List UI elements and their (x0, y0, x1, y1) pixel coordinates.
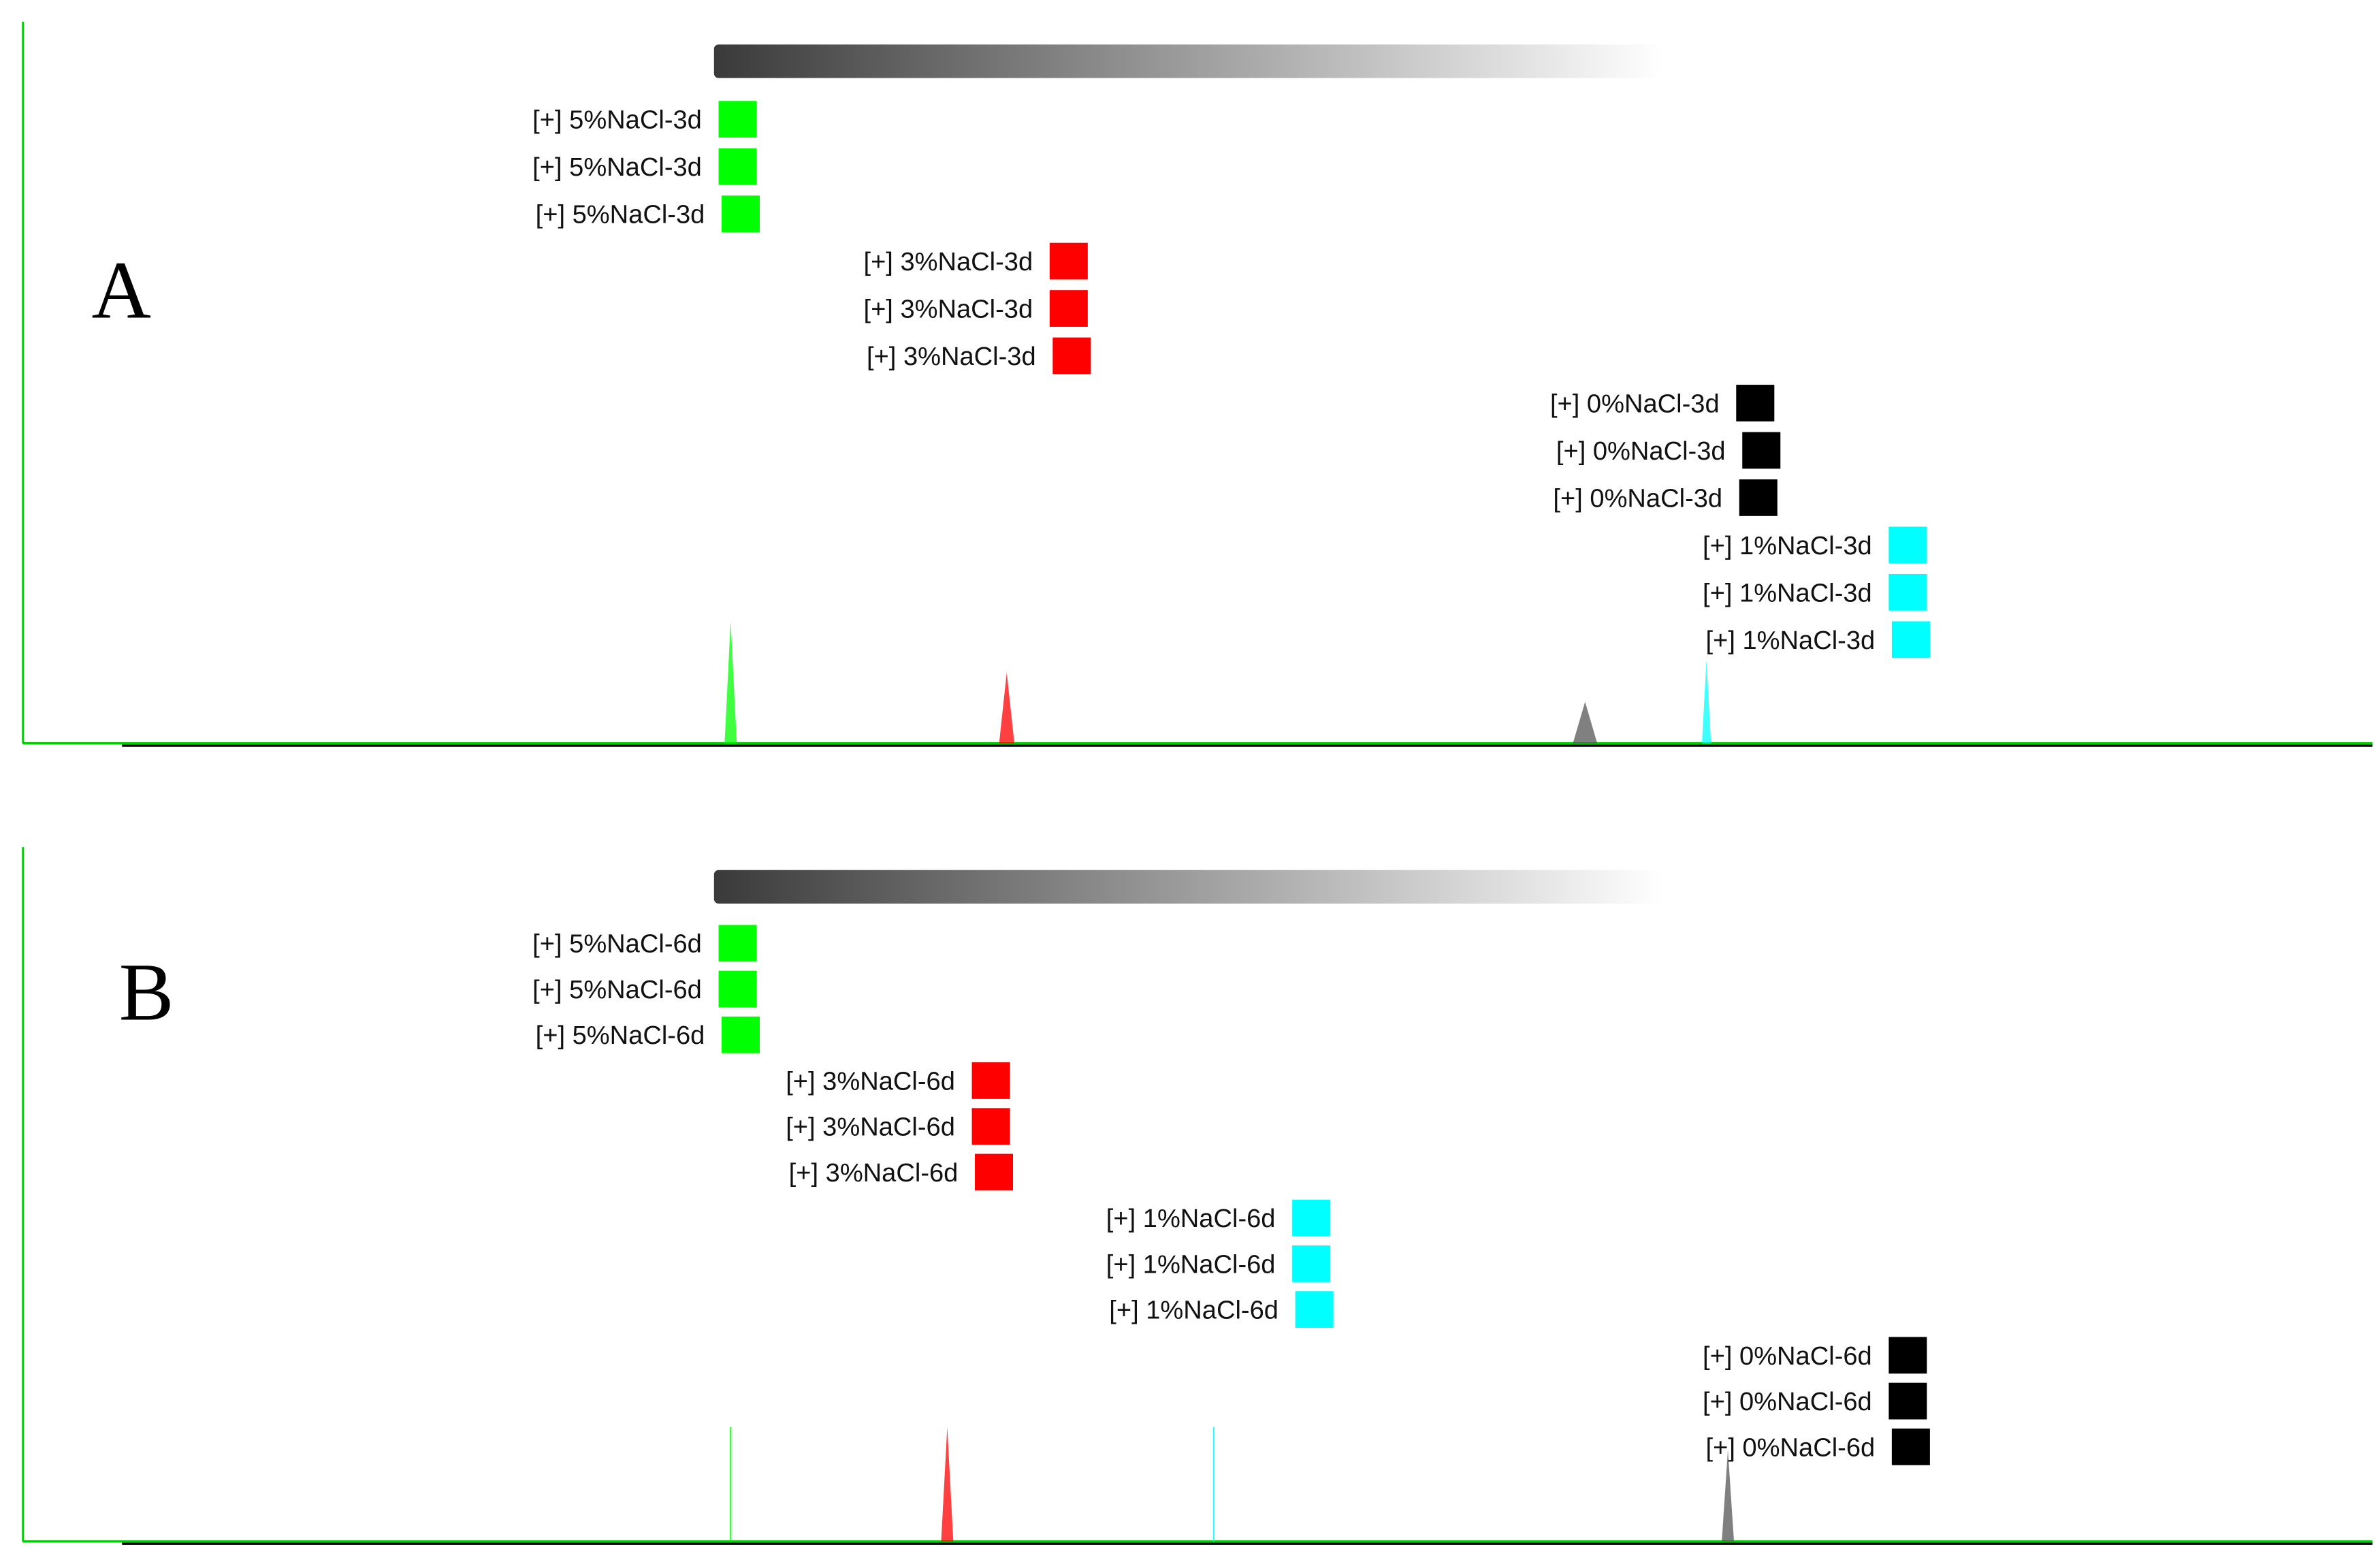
legend-swatch (722, 195, 760, 232)
legend-swatch (1888, 1337, 1927, 1374)
legend-label: [+] 0%NaCl-6d (1703, 1342, 1872, 1371)
legend-label: [+] 1%NaCl-3d (1703, 579, 1872, 607)
legend-swatch (1736, 385, 1775, 421)
legend-swatch (1049, 290, 1088, 327)
panel-label-b: B (119, 946, 174, 1038)
legend-swatch (1891, 1428, 1930, 1465)
legend-swatch (722, 1016, 760, 1053)
legend-swatch (1742, 432, 1781, 469)
legend-label: [+] 5%NaCl-3d (536, 201, 705, 229)
legend-swatch (1888, 1382, 1927, 1420)
legend-swatch (1049, 242, 1088, 280)
peak (724, 621, 737, 744)
legend-swatch (1052, 337, 1091, 375)
gradient-bar (713, 44, 1663, 78)
legend-label: [+] 5%NaCl-3d (532, 153, 702, 182)
legend-label: [+] 0%NaCl-3d (1550, 389, 1720, 418)
legend-label: [+] 3%NaCl-6d (789, 1159, 959, 1188)
peak (941, 1427, 954, 1542)
legend-label: [+] 3%NaCl-6d (786, 1113, 955, 1142)
legend-label: [+] 5%NaCl-6d (532, 976, 702, 1004)
legend-label: [+] 0%NaCl-6d (1703, 1388, 1872, 1416)
legend-label: [+] 3%NaCl-3d (863, 248, 1033, 276)
legend-swatch (718, 925, 757, 962)
legend-swatch (718, 101, 757, 138)
legend-swatch (1292, 1245, 1331, 1282)
legend-label: [+] 1%NaCl-6d (1109, 1296, 1279, 1325)
peak (1573, 701, 1598, 744)
legend-swatch (971, 1108, 1010, 1145)
legend-label: [+] 3%NaCl-6d (786, 1067, 955, 1096)
legend-label: [+] 1%NaCl-6d (1106, 1250, 1276, 1279)
peak (1701, 660, 1711, 744)
panel-b: B [+] 5%NaCl-6d [+] 5%NaCl-6d [+] 5%NaCl-6… (22, 847, 2373, 1545)
legend-label: [+] 0%NaCl-3d (1556, 437, 1726, 466)
panel-a: A [+] 5%NaCl-3d [+] 5%NaCl-3d [+] 5%NaCl-3… (22, 21, 2373, 747)
legend-swatch (975, 1153, 1014, 1191)
legend-label: [+] 5%NaCl-3d (532, 106, 702, 135)
legend-label: [+] 3%NaCl-3d (863, 295, 1033, 323)
legend-label: [+] 1%NaCl-6d (1106, 1205, 1276, 1233)
legend-swatch (1295, 1291, 1334, 1328)
legend-swatch (1888, 526, 1927, 564)
legend-swatch (1739, 479, 1778, 516)
legend-label: [+] 1%NaCl-3d (1703, 532, 1872, 560)
legend-label: [+] 0%NaCl-6d (1706, 1433, 1876, 1462)
legend-swatch (718, 148, 757, 185)
panel-label-a: A (91, 244, 150, 336)
legend-label: [+] 1%NaCl-3d (1706, 626, 1876, 655)
peak (1722, 1450, 1735, 1542)
legend-swatch (1891, 621, 1930, 658)
legend-swatch (718, 970, 757, 1008)
legend-label: [+] 0%NaCl-3d (1553, 484, 1722, 513)
legend-label: [+] 5%NaCl-6d (532, 930, 702, 959)
legend-label: [+] 5%NaCl-6d (536, 1021, 705, 1050)
legend-label: [+] 3%NaCl-3d (867, 343, 1036, 371)
legend-swatch (1292, 1199, 1331, 1237)
legend-swatch (1888, 573, 1927, 611)
gradient-bar (713, 870, 1663, 904)
legend-swatch (971, 1062, 1010, 1099)
peak (999, 672, 1015, 744)
